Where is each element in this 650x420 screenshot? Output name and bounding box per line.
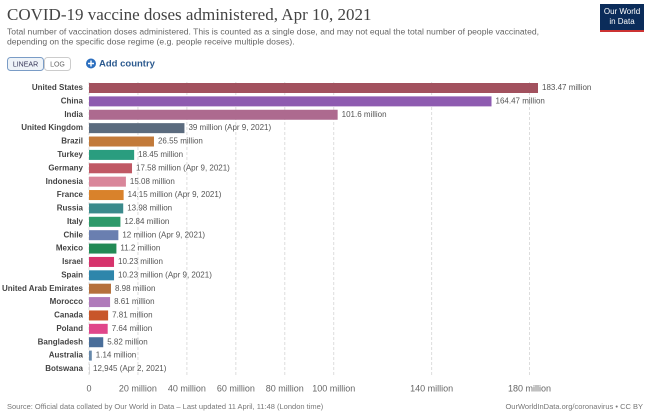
add-country[interactable]: Add country [99, 59, 156, 70]
logo[interactable] [600, 4, 644, 32]
value-label: 14.15 million (Apr 9, 2021) [128, 190, 222, 199]
bar [89, 163, 133, 174]
y-tick-label: Italy [67, 217, 84, 226]
bar [89, 310, 109, 321]
value-label: 8.98 million [115, 284, 155, 293]
y-tick-label: United States [32, 83, 84, 92]
y-tick-label: Bangladesh [38, 337, 83, 346]
y-tick-label: Morocco [50, 297, 83, 306]
value-label: 101.6 million [342, 110, 387, 119]
value-label: 18.45 million [138, 150, 183, 159]
value-label: 7.64 million [112, 324, 152, 333]
value-label: 8.61 million [114, 297, 154, 306]
logo-text: in Data [609, 17, 635, 26]
bar [89, 256, 115, 267]
x-tick-label: 180 million [508, 383, 551, 393]
y-tick-label: Botswana [45, 364, 83, 373]
y-tick-label: Canada [54, 311, 83, 320]
y-tick-label: Russia [57, 204, 84, 213]
x-tick-label: 20 million [119, 383, 157, 393]
x-tick-label: 60 million [217, 383, 255, 393]
value-label: 183.47 million [542, 83, 591, 92]
log-button[interactable] [44, 57, 71, 71]
y-tick-label: Brazil [61, 137, 83, 146]
bar [89, 109, 338, 120]
y-tick-label: United Arab Emirates [2, 284, 84, 293]
value-label: 164.47 million [496, 96, 545, 105]
value-label: 12 million (Apr 9, 2021) [122, 230, 205, 239]
x-tick-label: 140 million [410, 383, 453, 393]
y-tick-label: Poland [56, 324, 83, 333]
x-tick-label: 0 [86, 383, 91, 393]
bar [89, 243, 117, 254]
value-label: 5.82 million [107, 337, 147, 346]
y-tick-label: Australia [49, 351, 84, 360]
y-tick-label: India [64, 110, 83, 119]
bar [89, 96, 492, 107]
x-tick-label: 40 million [168, 383, 206, 393]
bar [89, 136, 154, 147]
y-tick-label: United Kingdom [21, 123, 83, 132]
value-label: 39 million (Apr 9, 2021) [188, 123, 271, 132]
add-icon-plus [88, 60, 94, 67]
value-label: 10.23 million [118, 257, 163, 266]
y-tick-label: Germany [48, 163, 83, 172]
chart-title: COVID-19 vaccine doses administered, Apr… [7, 5, 371, 24]
bar [89, 350, 92, 361]
y-tick-label: Israel [62, 257, 83, 266]
value-label: 26.55 million [158, 137, 203, 146]
value-label: 15.08 million [130, 177, 175, 186]
y-tick-label: Chile [63, 230, 83, 239]
bar [89, 297, 111, 308]
x-tick-label: 100 million [312, 383, 355, 393]
bar [89, 230, 119, 241]
value-label: 17.58 million (Apr 9, 2021) [136, 163, 230, 172]
y-tick-label: France [57, 190, 84, 199]
y-tick-label: China [61, 96, 84, 105]
y-tick-label: Spain [61, 270, 83, 279]
button-label: LOG [50, 61, 65, 68]
value-label: 1.14 million [96, 351, 136, 360]
bar [89, 270, 115, 281]
y-tick-label: Turkey [57, 150, 83, 159]
bar [89, 149, 135, 160]
subtitle: depending on the specific dose regime (e… [7, 36, 295, 46]
value-label: 13.98 million [127, 204, 172, 213]
bar [89, 216, 121, 227]
value-label: 7.81 million [112, 311, 152, 320]
y-tick-label: Indonesia [46, 177, 84, 186]
bar [89, 323, 108, 334]
bar [89, 337, 104, 348]
value-label: 12.84 million [124, 217, 169, 226]
bar [89, 123, 185, 134]
y-tick-label: Mexico [56, 244, 83, 253]
value-label: 11.2 million [120, 244, 160, 253]
bar [89, 190, 124, 201]
linear-button[interactable] [7, 57, 44, 71]
bar [89, 176, 126, 187]
source: Source: Official data collated by Our Wo… [7, 402, 324, 411]
bar [89, 283, 111, 294]
bar [89, 83, 538, 93]
button-label: LINEAR [13, 61, 38, 68]
x-tick-label: 80 million [266, 383, 304, 393]
source-url[interactable]: OurWorldInData.org/coronavirus • CC BY [505, 402, 643, 411]
logo-text: Our World [604, 7, 640, 16]
bar [89, 203, 124, 214]
value-label: 12,945 (Apr 2, 2021) [93, 364, 167, 373]
value-label: 10.23 million (Apr 9, 2021) [118, 270, 212, 279]
subtitle: Total number of vaccination doses admini… [7, 26, 539, 36]
